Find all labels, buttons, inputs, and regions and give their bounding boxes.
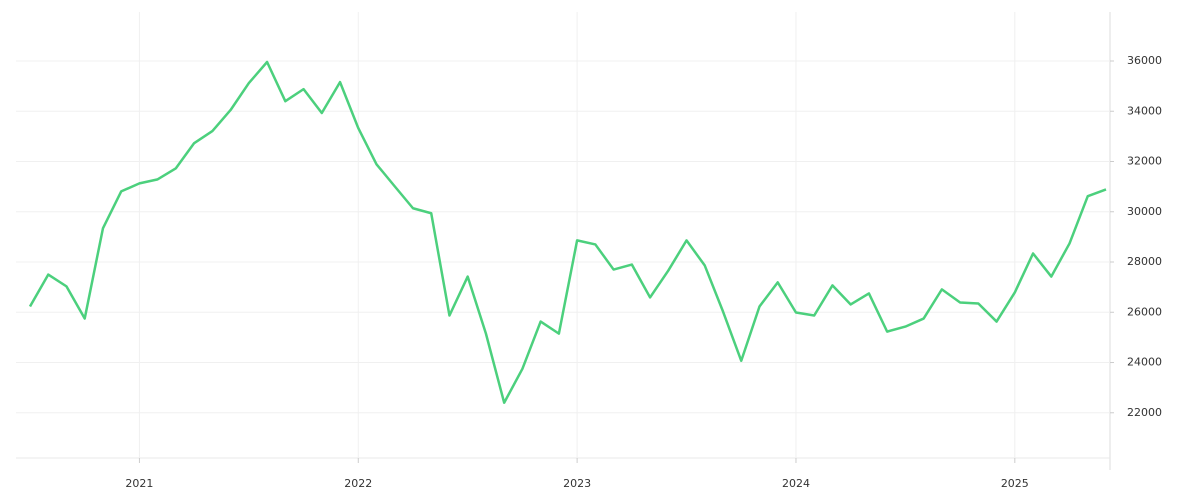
line — [28, 60, 1107, 404]
x-tick-label: 2021 — [125, 477, 153, 490]
y-tick-label: 36000 — [1127, 54, 1162, 67]
x-tick-label: 2024 — [782, 477, 810, 490]
y-tick-label: 26000 — [1127, 305, 1162, 318]
y-tick-label: 28000 — [1127, 255, 1162, 268]
y-tick-label: 30000 — [1127, 205, 1162, 218]
y-tick-label: 24000 — [1127, 356, 1162, 369]
x-tick-label: 2022 — [344, 477, 372, 490]
y-tick-label: 34000 — [1127, 104, 1162, 117]
y-tick-label: 22000 — [1127, 406, 1162, 419]
x-tick-label: 2023 — [563, 477, 591, 490]
y-tick-label: 32000 — [1127, 155, 1162, 168]
x-tick-label: 2025 — [1001, 477, 1029, 490]
